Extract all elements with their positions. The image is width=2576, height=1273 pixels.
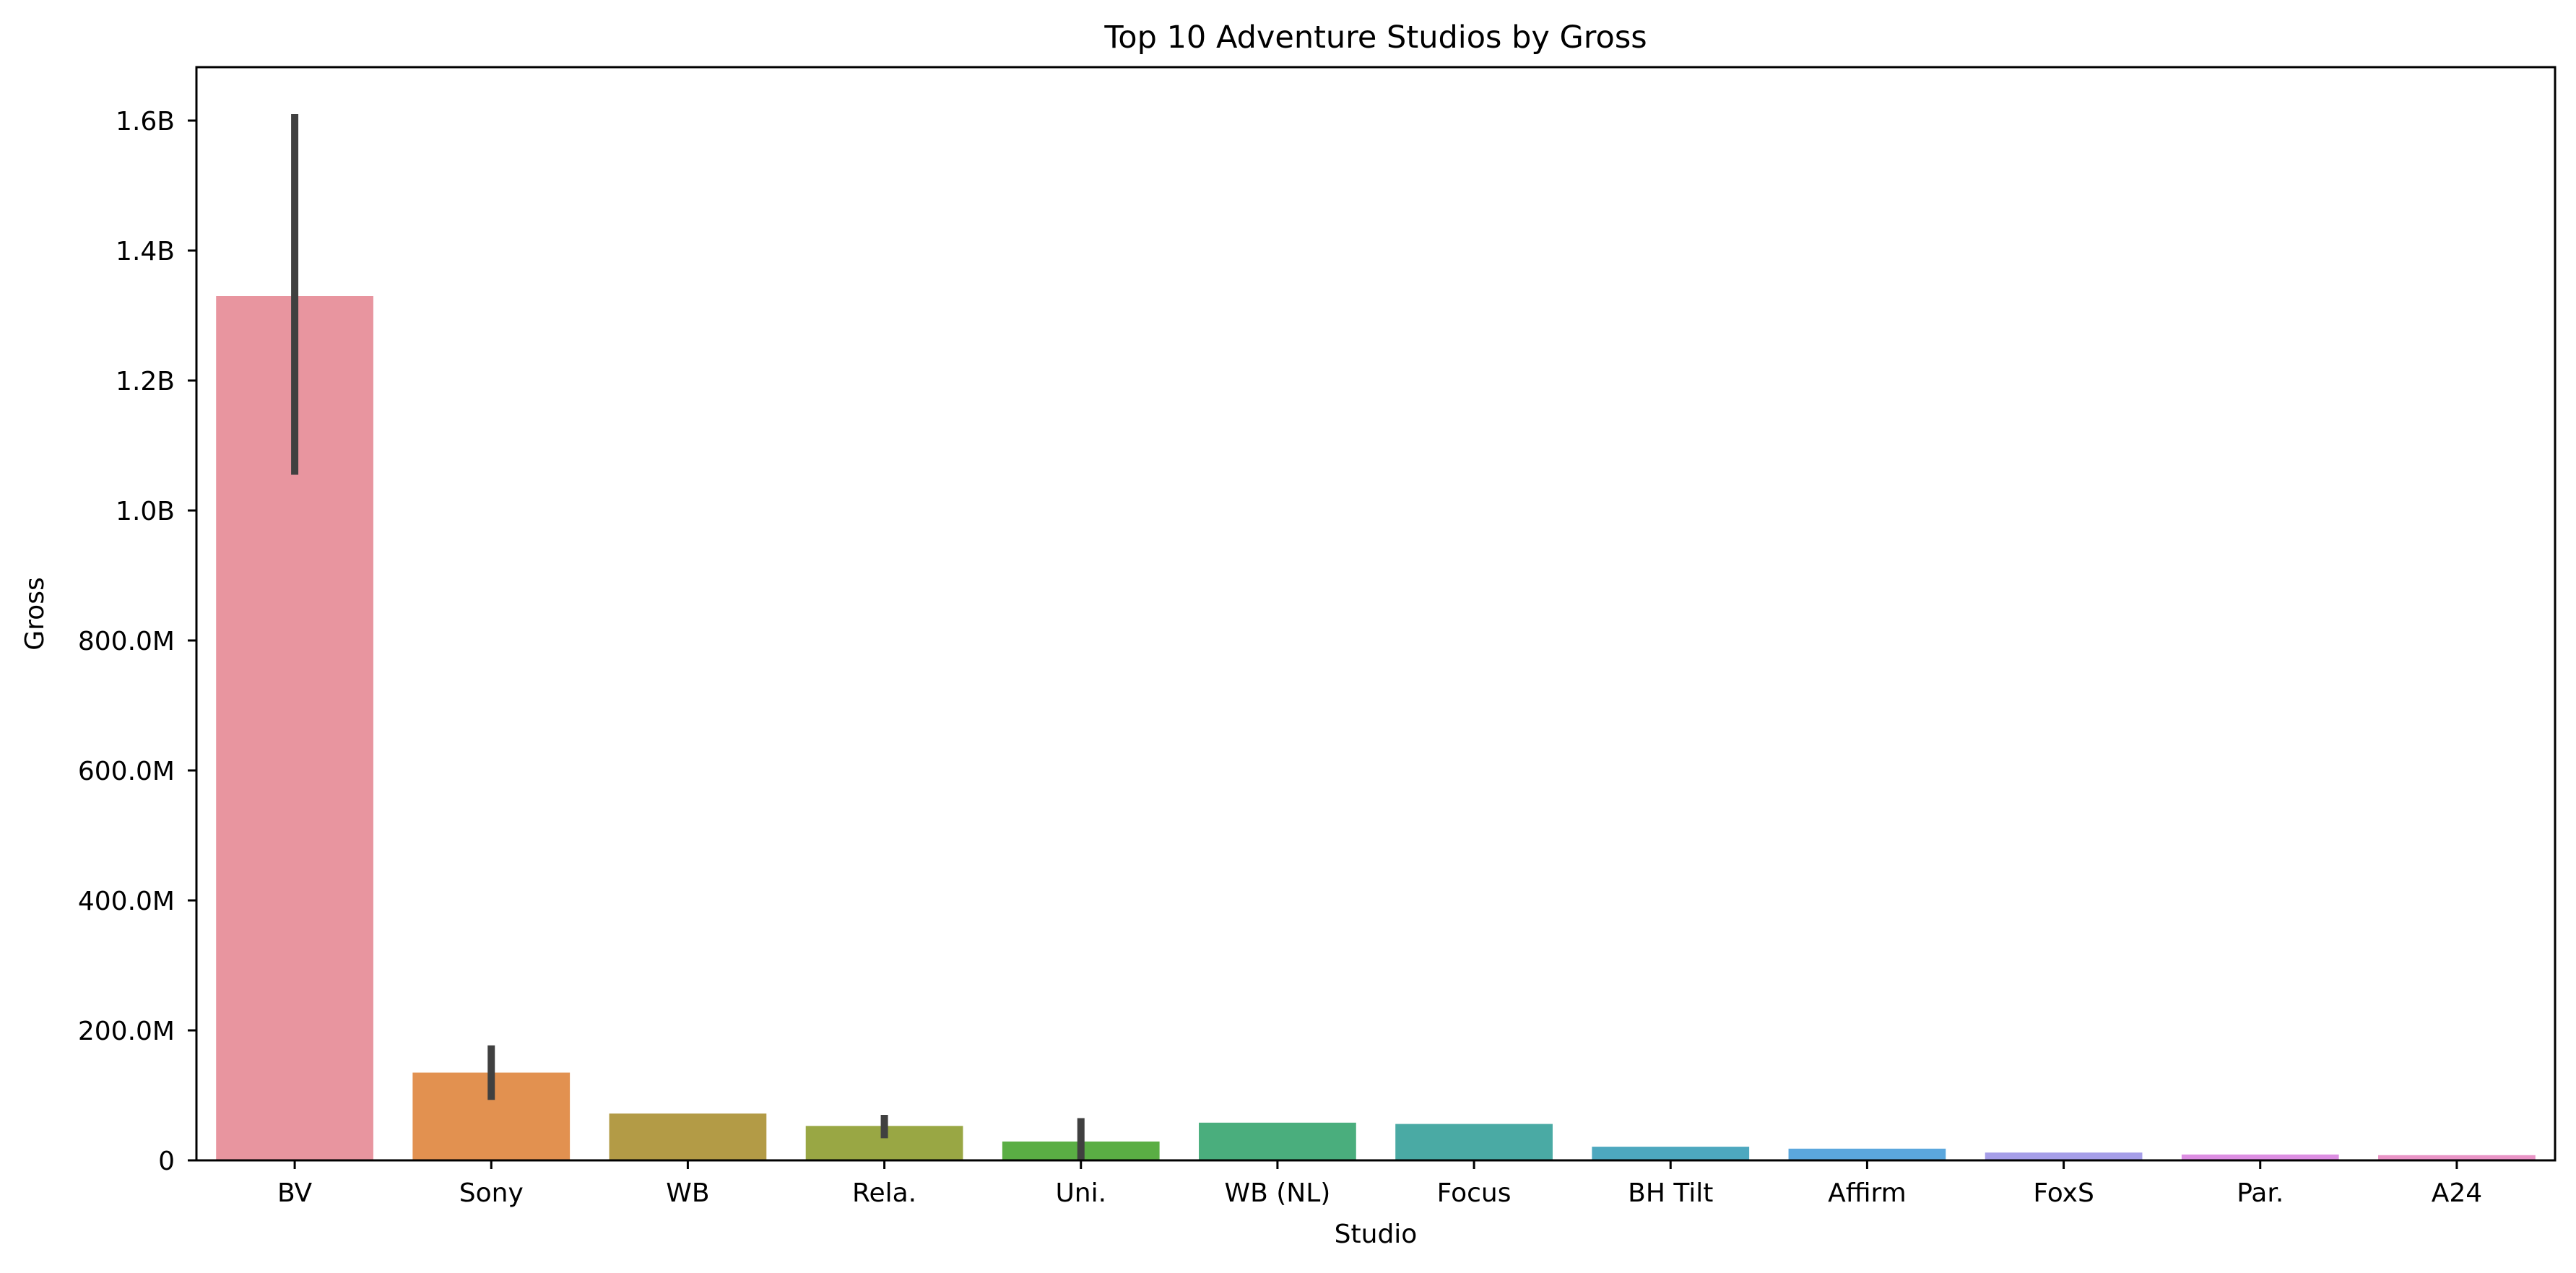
y-axis: 0 200.0M 400.0M 600.0M 800.0M 1.0B 1.2B 1.4B 1.6… (78, 107, 196, 1176)
x-tick-label: Focus (1437, 1178, 1512, 1208)
error-bars-layer (291, 114, 1085, 1160)
y-tick-label: 1.2B (116, 367, 175, 396)
y-axis-title: Gross (20, 577, 50, 650)
y-tick-label: 1.0B (116, 497, 175, 526)
bar-bh-tilt (1592, 1147, 1750, 1160)
bar-wb-nl (1199, 1122, 1356, 1160)
x-tick-label: Affirm (1828, 1178, 1907, 1208)
bars-layer (216, 296, 2536, 1160)
y-tick-label: 0 (158, 1147, 175, 1176)
y-tick-label: 1.6B (116, 107, 175, 136)
bar-focus (1395, 1124, 1553, 1160)
x-tick-label: Par. (2237, 1178, 2284, 1208)
x-tick-label: A24 (2432, 1178, 2482, 1208)
y-tick-label: 1.4B (116, 237, 175, 266)
chart-title: Top 10 Adventure Studios by Gross (1103, 19, 1647, 56)
plot-frame (195, 66, 2557, 1162)
x-axis-title: Studio (1335, 1220, 1418, 1249)
x-tick-label: Sony (459, 1178, 524, 1208)
x-tick-label: WB (NL) (1225, 1178, 1331, 1208)
x-tick-label: FoxS (2033, 1178, 2094, 1208)
y-tick-label: 200.0M (78, 1017, 175, 1046)
y-tick-label: 600.0M (78, 757, 175, 786)
x-axis: BV Sony WB Rela. Uni. WB (NL) Focus BH Tilt Affi… (277, 1160, 2482, 1208)
x-tick-label: BH Tilt (1628, 1178, 1713, 1208)
bar-par (2181, 1154, 2339, 1160)
x-tick-label: Uni. (1055, 1178, 1106, 1208)
x-tick-label: BV (277, 1178, 313, 1208)
bar-a24 (2378, 1155, 2536, 1160)
x-tick-label: Rela. (852, 1178, 916, 1208)
bar-wb (609, 1113, 767, 1160)
x-tick-label: WB (666, 1178, 709, 1208)
bar-affirm (1788, 1148, 1946, 1160)
y-tick-label: 400.0M (78, 887, 175, 916)
y-tick-label: 800.0M (78, 627, 175, 656)
bar-foxs (1985, 1152, 2143, 1160)
